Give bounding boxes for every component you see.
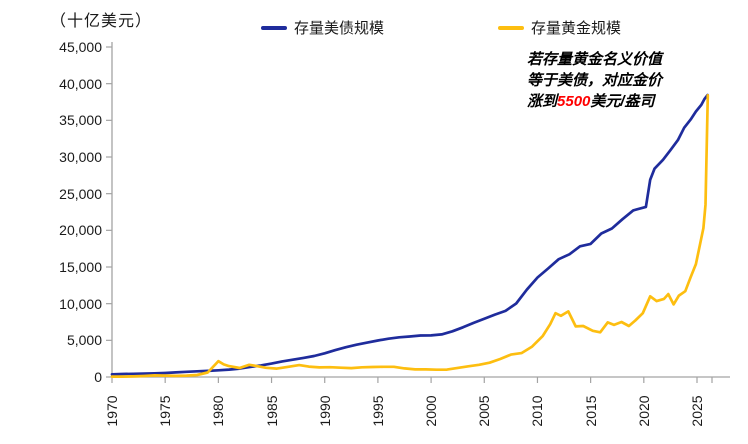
gold-line-marker bbox=[498, 25, 524, 30]
x-axis-tick-label: 1995 bbox=[369, 395, 386, 427]
gold-series-line bbox=[110, 94, 710, 378]
y-axis-tick-label: 15,000 bbox=[59, 259, 102, 275]
x-axis-tick-label: 2025 bbox=[689, 395, 705, 427]
x-axis-tick-label: 1970 bbox=[104, 395, 120, 427]
y-axis-tick-label: 20,000 bbox=[59, 222, 102, 239]
us-debt-series-line bbox=[110, 93, 709, 376]
x-axis-tick-label: 1980 bbox=[210, 395, 227, 427]
x-axis-tick-label: 2000 bbox=[423, 395, 440, 427]
annotation-line-1: 若存量黄金名义价值 bbox=[527, 51, 663, 68]
y-axis-tick-label: 25,000 bbox=[59, 185, 102, 202]
annotation-line-3: 涨到5500美元/盎司 bbox=[527, 93, 655, 110]
y-axis-tick-label: 40,000 bbox=[59, 75, 102, 92]
y-axis-tick-label: 35,000 bbox=[59, 112, 102, 129]
legend-label-us-debt: 存量美债规模 bbox=[294, 20, 385, 37]
y-axis-tick-label: 5,000 bbox=[66, 332, 102, 349]
y-axis-tick-label: 45,000 bbox=[59, 39, 102, 55]
legend-item-gold: 存量黄金规模 bbox=[498, 17, 621, 38]
x-axis-tick-label: 2015 bbox=[582, 395, 599, 427]
x-axis-tick-label: 2010 bbox=[529, 395, 546, 427]
x-axis-tick-label: 1985 bbox=[263, 395, 280, 427]
annotation-highlight-value: 5500 bbox=[557, 93, 591, 110]
us-debt-line-marker bbox=[261, 25, 287, 30]
legend-item-us-debt: 存量美债规模 bbox=[261, 17, 384, 38]
y-axis-tick-label: 10,000 bbox=[59, 295, 102, 312]
legend-label-gold: 存量黄金规模 bbox=[531, 20, 622, 37]
x-axis-tick-label: 1975 bbox=[157, 395, 174, 427]
annotation-line-2: 等于美债，对应金价 bbox=[527, 72, 663, 89]
x-axis-tick-label: 2020 bbox=[635, 395, 652, 427]
x-axis-tick-label: 1990 bbox=[316, 395, 333, 427]
y-axis-unit-label: （十亿美元） bbox=[50, 13, 153, 30]
y-axis-tick-label: 0 bbox=[94, 369, 102, 385]
x-axis-tick-label: 2005 bbox=[476, 395, 493, 427]
annotation-text: 若存量黄金名义价值 等于美债，对应金价 涨到5500美元/盎司 bbox=[527, 49, 662, 112]
y-axis-tick-label: 30,000 bbox=[59, 149, 102, 165]
